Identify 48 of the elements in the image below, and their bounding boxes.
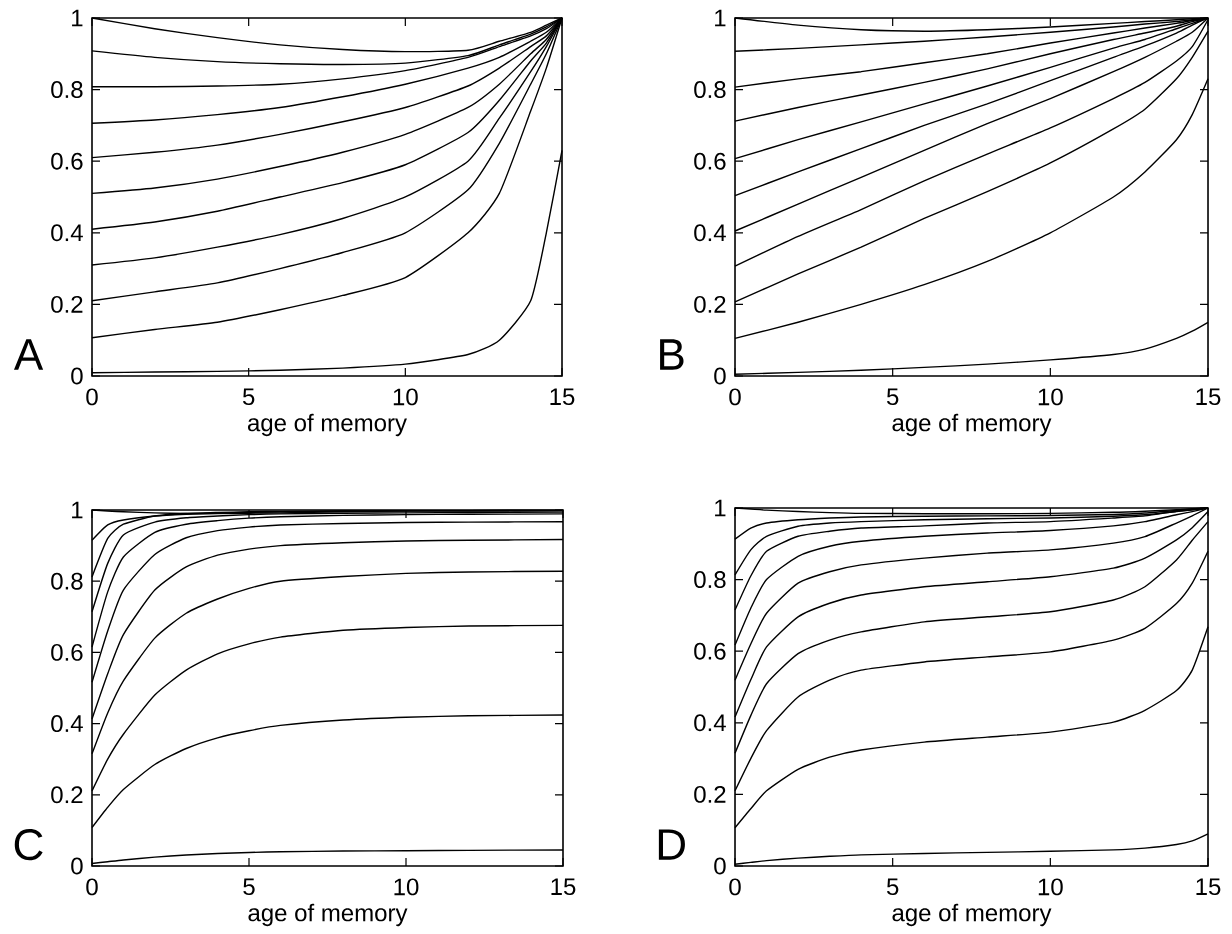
x-axis-title: age of memory xyxy=(892,413,1052,437)
y-tick-label: 0.6 xyxy=(51,643,83,661)
y-tick-label: 0 xyxy=(714,857,726,875)
y-tick-label: 0.8 xyxy=(51,572,83,590)
y-tick-label: 0 xyxy=(71,857,83,875)
x-tick-label: 10 xyxy=(393,388,418,406)
y-tick-label: 0.2 xyxy=(51,295,83,313)
y-tick-label: 0.4 xyxy=(51,715,83,733)
y-tick-label: 0.4 xyxy=(694,714,726,732)
text: A xyxy=(13,339,44,370)
x-tick-label: 10 xyxy=(1038,878,1063,896)
x-axis-title: age of memory xyxy=(248,903,408,927)
text: C xyxy=(14,828,43,861)
x-axis-title: age of memory xyxy=(892,903,1052,927)
y-tick-label: 0 xyxy=(71,367,83,385)
x-tick-label: 5 xyxy=(886,388,899,406)
x-tick-label: 10 xyxy=(394,878,419,896)
x-tick-label: 15 xyxy=(551,878,576,896)
x-tick-label: 10 xyxy=(1038,388,1063,406)
y-tick-label: 0.2 xyxy=(694,295,726,313)
y-tick-label: 0.2 xyxy=(694,785,726,803)
y-tick-label: 0.4 xyxy=(694,224,726,242)
x-tick-label: 5 xyxy=(242,388,255,406)
y-tick-label: 0.6 xyxy=(51,152,83,170)
x-tick-label: 5 xyxy=(886,878,899,896)
text: D xyxy=(658,829,685,860)
y-tick-label: 1 xyxy=(715,9,726,27)
x-axis-title: age of memory xyxy=(247,413,407,437)
x-tick-label: 0 xyxy=(729,878,741,896)
x-tick-label: 15 xyxy=(1196,878,1221,896)
text: B xyxy=(660,339,684,370)
y-tick-label: 0 xyxy=(714,367,726,385)
x-tick-label: 15 xyxy=(550,388,575,406)
x-tick-label: 15 xyxy=(1196,388,1221,406)
x-tick-label: 5 xyxy=(243,878,255,896)
y-tick-label: 1 xyxy=(72,501,83,519)
x-tick-label: 0 xyxy=(86,878,98,896)
y-tick-label: 0.6 xyxy=(694,642,726,660)
y-tick-label: 0.6 xyxy=(694,152,726,170)
y-tick-label: 1 xyxy=(715,499,726,517)
y-tick-label: 1 xyxy=(72,9,83,27)
y-tick-label: 0.8 xyxy=(694,81,726,98)
y-tick-label: 0.4 xyxy=(51,224,83,242)
x-tick-label: 0 xyxy=(729,388,741,406)
y-tick-label: 0.2 xyxy=(51,786,83,804)
y-tick-label: 0.8 xyxy=(694,571,726,589)
y-tick-label: 0.8 xyxy=(51,81,83,98)
x-tick-label: 0 xyxy=(86,388,98,406)
